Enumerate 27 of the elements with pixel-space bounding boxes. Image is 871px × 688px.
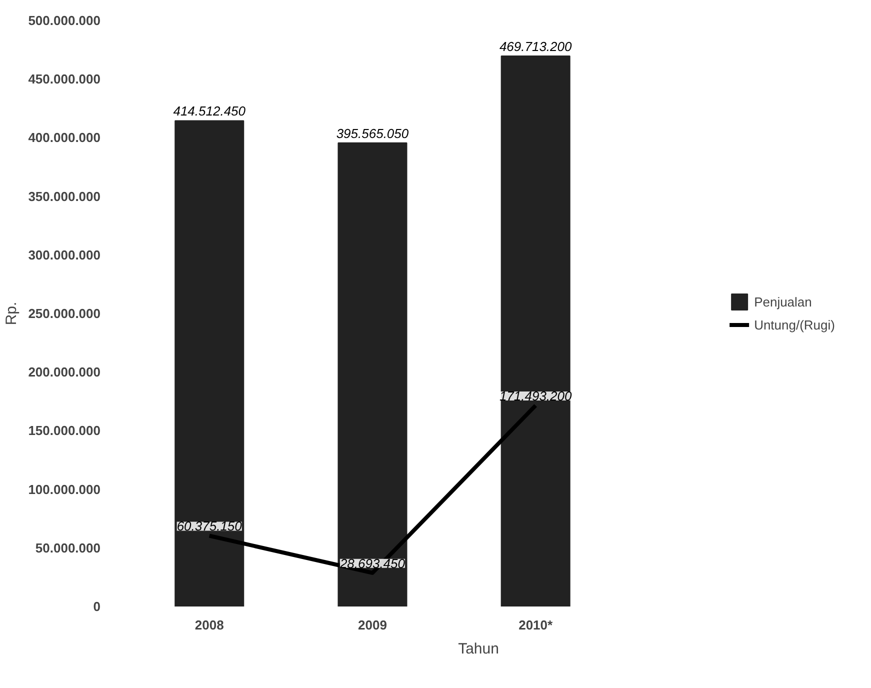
data-label: 469.713.200	[499, 38, 573, 54]
y-tick-label: 500.000.000	[28, 13, 101, 28]
data-label: 171.493.200	[499, 388, 573, 404]
y-tick-label: 200.000.000	[28, 364, 101, 380]
data-label: 414.512.450	[173, 104, 246, 119]
x-tick-label: 2010*	[518, 618, 554, 632]
bar	[500, 55, 570, 606]
y-tick-label: 250.000.000	[28, 306, 101, 321]
data-label: 28.693.450	[338, 556, 406, 571]
y-tick-label: 400.000.000	[28, 130, 101, 146]
y-tick-label: 100.000.000	[28, 482, 101, 497]
x-axis-title: Tahun	[458, 640, 499, 658]
y-axis-title: Rp.	[3, 302, 20, 326]
bar	[174, 120, 244, 606]
y-tick-label: 50.000.000	[35, 540, 101, 556]
legend-label: Penjualan	[754, 294, 812, 309]
y-tick-label: 300.000.000	[28, 247, 101, 262]
data-label: 60.375.150	[176, 518, 243, 534]
y-tick-label: 0	[93, 599, 101, 614]
x-tick-label: 2008	[194, 618, 224, 632]
data-label: 395.565.050	[336, 126, 410, 141]
y-tick-label: 350.000.000	[28, 188, 101, 204]
legend-label: Untung/(Rugi)	[754, 317, 835, 332]
bar	[338, 142, 408, 606]
y-tick-label: 450.000.000	[28, 72, 101, 87]
x-tick-label: 2009	[358, 618, 387, 632]
y-tick-label: 150.000.000	[28, 423, 101, 438]
